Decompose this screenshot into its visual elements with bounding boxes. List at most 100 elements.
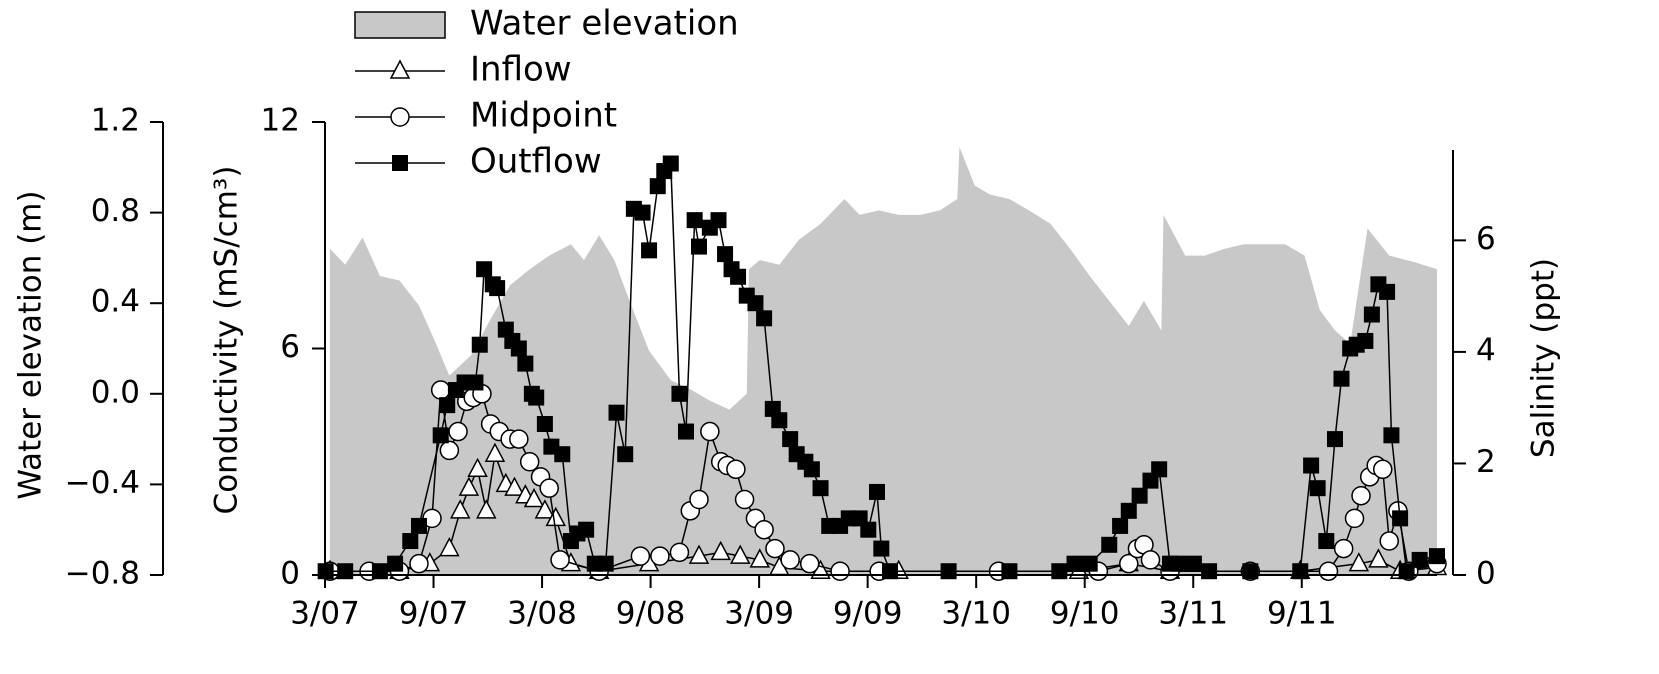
- x-tick-label: 3/11: [1158, 596, 1228, 632]
- marker-square: [860, 521, 877, 538]
- marker-square: [510, 340, 527, 357]
- marker-triangle: [749, 548, 771, 568]
- y2-axis-label: Conductivity (mS/cm³): [209, 166, 245, 515]
- marker-circle: [448, 421, 468, 442]
- marker-square: [1185, 555, 1202, 572]
- marker-square: [686, 212, 703, 229]
- marker-square: [1151, 461, 1168, 478]
- marker-square: [1363, 306, 1380, 323]
- marker-circle: [1351, 485, 1371, 506]
- marker-square: [717, 246, 734, 263]
- marker-circle: [409, 553, 429, 574]
- marker-triangle: [710, 540, 731, 561]
- marker-square: [517, 355, 534, 372]
- marker-square: [803, 461, 820, 478]
- marker-square: [528, 389, 545, 406]
- x-tick-label: 3/09: [724, 596, 794, 632]
- marker-triangle: [476, 499, 497, 519]
- marker-square: [649, 178, 666, 195]
- marker-square: [1081, 555, 1098, 572]
- marker-circle: [439, 440, 460, 461]
- marker-square: [1170, 555, 1187, 572]
- marker-circle: [765, 538, 785, 559]
- marker-triangle: [1348, 552, 1370, 572]
- marker-square: [536, 416, 553, 432]
- marker-triangle: [458, 476, 480, 496]
- marker-circle: [830, 561, 850, 581]
- marker-triangle: [484, 442, 506, 462]
- x-tick-label: 9/10: [1050, 596, 1120, 632]
- y-tick-label: 0.4: [91, 284, 140, 320]
- marker-triangle: [688, 544, 710, 564]
- marker-square: [1001, 563, 1018, 580]
- y2-tick-label: 6: [280, 329, 300, 365]
- y3-tick-label: 0: [1476, 556, 1496, 592]
- marker-triangle: [729, 544, 751, 564]
- marker-square: [410, 517, 427, 534]
- y-axis-label: Water elevation (m): [13, 190, 49, 499]
- marker-circle: [390, 107, 410, 127]
- marker-square: [662, 155, 679, 172]
- marker-square: [1120, 502, 1137, 519]
- marker-square: [1379, 283, 1396, 300]
- marker-square: [1429, 548, 1445, 565]
- marker-square: [578, 521, 595, 538]
- marker-square: [690, 238, 707, 255]
- x-tick-label: 3/07: [290, 596, 360, 632]
- marker-square: [337, 563, 354, 580]
- marker-square: [1303, 457, 1320, 474]
- marker-circle: [519, 452, 540, 472]
- marker-circle: [689, 489, 709, 510]
- legend-label: Outflow: [470, 142, 602, 182]
- marker-square: [1309, 480, 1326, 497]
- marker-square: [387, 555, 404, 572]
- marker-circle: [550, 550, 570, 570]
- marker-circle: [1344, 508, 1365, 529]
- marker-square: [617, 446, 634, 463]
- marker-square: [1383, 427, 1400, 444]
- y-tick-label: 0.0: [91, 374, 140, 410]
- marker-square: [812, 480, 829, 497]
- y3-tick-label: 6: [1476, 221, 1496, 257]
- legend-label: Water elevation: [470, 4, 739, 44]
- marker-square: [1242, 563, 1259, 580]
- marker-square: [1201, 563, 1218, 580]
- y3-tick-label: 4: [1476, 332, 1496, 368]
- marker-circle: [650, 546, 670, 566]
- y-tick-label: −0.8: [65, 556, 140, 592]
- marker-square: [1326, 431, 1343, 448]
- marker-square: [402, 533, 419, 550]
- marker-square: [882, 563, 899, 580]
- marker-circle: [669, 542, 690, 563]
- y-tick-label: 1.2: [91, 103, 140, 139]
- y3-tick-label: 2: [1476, 444, 1496, 480]
- marker-circle: [1372, 459, 1393, 480]
- marker-square: [1357, 332, 1374, 349]
- y2-tick-label: 0: [280, 556, 300, 592]
- marker-square: [1292, 563, 1309, 580]
- marker-square: [1318, 533, 1335, 550]
- marker-square: [771, 412, 788, 429]
- x-tick-label: 3/08: [507, 596, 577, 632]
- marker-square: [432, 427, 449, 444]
- marker-square: [1112, 517, 1129, 534]
- marker-square: [940, 563, 957, 580]
- marker-square: [554, 446, 571, 463]
- y3-axis-label: Salinity (ppt): [1526, 258, 1562, 458]
- marker-square: [710, 212, 727, 229]
- marker-circle: [1333, 538, 1354, 559]
- marker-circle: [734, 489, 755, 510]
- marker-square: [439, 397, 456, 414]
- marker-square: [671, 385, 688, 402]
- marker-square: [1131, 487, 1148, 504]
- marker-square: [1066, 555, 1083, 572]
- x-tick-label: 3/10: [941, 596, 1011, 632]
- marker-triangle: [467, 457, 488, 478]
- legend-label: Midpoint: [470, 96, 617, 136]
- marker-circle: [1140, 550, 1161, 570]
- marker-square: [756, 310, 773, 327]
- marker-circle: [1318, 561, 1339, 581]
- marker-square: [476, 261, 493, 278]
- marker-triangle: [449, 499, 471, 519]
